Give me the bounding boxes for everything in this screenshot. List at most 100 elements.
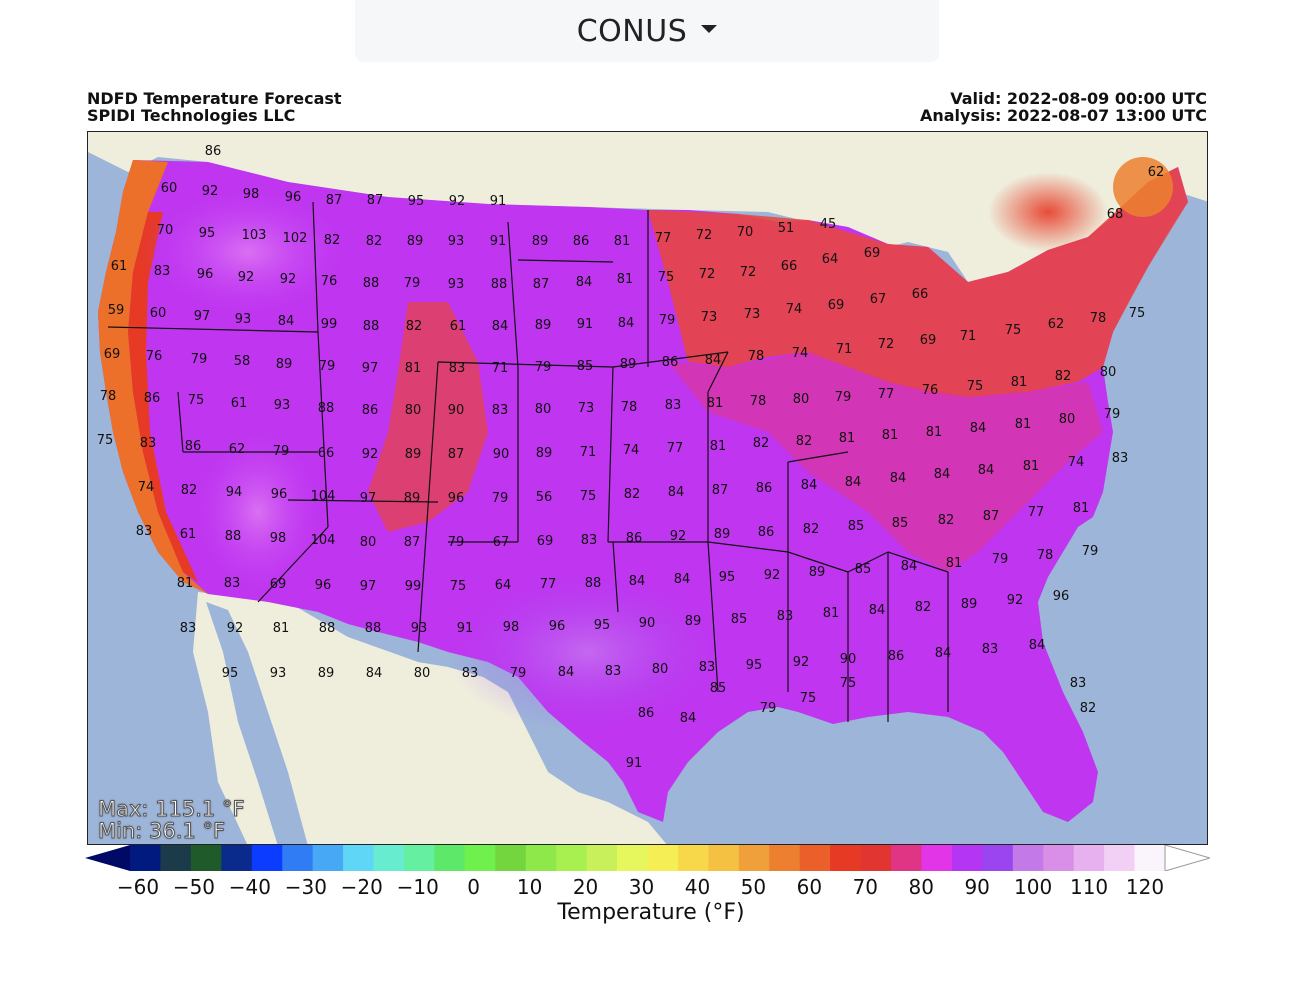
temperature-value-label: 92 [238, 270, 255, 285]
temperature-value-label: 92 [793, 655, 810, 670]
temperature-value-label: 75 [188, 393, 205, 408]
temperature-value-label: 80 [535, 402, 552, 417]
colorbar-segment [130, 845, 161, 871]
temperature-value-label: 104 [311, 489, 336, 504]
temperature-value-label: 97 [194, 309, 211, 324]
west-coast-red [128, 212, 198, 582]
temperature-value-label: 61 [111, 259, 128, 274]
temperature-value-label: 64 [822, 252, 839, 267]
temperature-value-label: 69 [537, 534, 554, 549]
temperature-map[interactable]: 86 60 92 98 96 87 87 95 92 91 70 95 103 102 82 82 89 93 91… [87, 131, 1208, 845]
temperature-value-label: 86 [638, 706, 655, 721]
temperature-value-label: 85 [848, 519, 865, 534]
temperature-value-label: 89 [405, 447, 422, 462]
colorbar-tick-label: −30 [284, 875, 327, 899]
temperature-value-label: 98 [243, 187, 260, 202]
temperature-value-label: 87 [983, 509, 1000, 524]
temperature-value-label: 91 [577, 317, 594, 332]
temperature-value-label: 72 [696, 228, 713, 243]
temperature-value-label: 66 [912, 287, 929, 302]
temperature-value-label: 74 [792, 346, 809, 361]
temperature-value-label: 86 [662, 355, 679, 370]
colorbar-segment [312, 845, 344, 871]
temperature-value-label: 58 [234, 354, 251, 369]
temperature-value-label: 88 [365, 621, 382, 636]
temperature-value-label: 84 [978, 463, 995, 478]
temperature-value-label: 86 [626, 531, 643, 546]
temperature-labels: 86 60 92 98 96 87 87 95 92 91 70 95 103 102 82 82 89 93 91… [97, 144, 1165, 771]
temperature-value-label: 71 [836, 342, 853, 357]
temperature-value-label: 73 [578, 401, 595, 416]
temperature-value-label: 59 [108, 303, 125, 318]
temperature-value-label: 80 [414, 666, 431, 681]
temperature-value-label: 68 [1107, 207, 1124, 222]
colorbar [85, 845, 1210, 871]
temperature-value-label: 60 [161, 181, 178, 196]
temperature-value-label: 89 [532, 234, 549, 249]
temperature-value-label: 78 [748, 349, 765, 364]
region-dropdown-label: CONUS [576, 13, 688, 49]
temperature-value-label: 81 [710, 439, 727, 454]
colorbar-title: Temperature (°F) [557, 900, 745, 925]
colorbar-tick-label: −40 [228, 875, 271, 899]
temperature-value-label: 94 [226, 485, 243, 500]
temperature-value-label: 72 [878, 337, 895, 352]
temperature-value-label: 86 [144, 391, 161, 406]
temperature-value-label: 96 [271, 487, 288, 502]
temperature-value-label: 99 [321, 317, 338, 332]
colorbar-tick-label: 120 [1125, 875, 1165, 899]
temperature-value-label: 87 [448, 447, 465, 462]
colorbar-segment [586, 845, 618, 871]
map-title: NDFD Temperature Forecast [87, 89, 342, 108]
temperature-value-label: 88 [319, 621, 336, 636]
temperature-value-label: 72 [740, 265, 757, 280]
northwest-hot-zone [138, 182, 358, 322]
temperature-value-label: 84 [705, 353, 722, 368]
temperature-value-label: 96 [1053, 589, 1070, 604]
temperature-value-label: 67 [493, 535, 510, 550]
temperature-value-label: 86 [362, 403, 379, 418]
temperature-value-label: 96 [315, 578, 332, 593]
map-org: SPIDI Technologies LLC [87, 106, 296, 125]
maine-orange-zone [1113, 157, 1173, 217]
temperature-value-label: 84 [618, 316, 635, 331]
canada-land [88, 132, 1207, 282]
temperature-value-label: 75 [800, 691, 817, 706]
temperature-value-label: 69 [104, 347, 121, 362]
temperature-value-label: 90 [639, 616, 656, 631]
temperature-value-label: 95 [222, 666, 239, 681]
temperature-value-label: 84 [890, 471, 907, 486]
temperature-value-label: 84 [366, 666, 383, 681]
temperature-value-label: 83 [777, 609, 794, 624]
rockies-red [368, 302, 488, 532]
temperature-value-label: 86 [573, 234, 590, 249]
temperature-value-label: 85 [577, 359, 594, 374]
temperature-value-label: 92 [227, 621, 244, 636]
temperature-value-label: 82 [915, 600, 932, 615]
temperature-value-label: 81 [926, 425, 943, 440]
temperature-value-label: 91 [490, 194, 507, 209]
colorbar-segment [617, 845, 648, 871]
temperature-value-label: 75 [658, 270, 675, 285]
temperature-value-label: 76 [146, 349, 163, 364]
colorbar-segment [190, 845, 222, 871]
temperature-value-label: 86 [888, 649, 905, 664]
temperature-value-label: 69 [920, 333, 937, 348]
temperature-value-label: 92 [764, 568, 781, 583]
temperature-value-label: 79 [191, 352, 208, 367]
temperature-value-label: 81 [707, 396, 724, 411]
temperature-value-label: 79 [448, 535, 465, 550]
temperature-value-label: 84 [845, 475, 862, 490]
temperature-value-label: 81 [273, 621, 290, 636]
colorbar-tick-label: 10 [516, 875, 543, 899]
colorbar-tick-label: −20 [340, 875, 383, 899]
temperature-value-label: 93 [448, 277, 465, 292]
temperature-value-label: 75 [1005, 323, 1022, 338]
region-dropdown[interactable]: CONUS [355, 0, 939, 62]
temperature-value-label: 75 [97, 433, 114, 448]
temperature-value-label: 83 [581, 533, 598, 548]
temperature-value-label: 81 [1015, 417, 1032, 432]
temperature-value-label: 78 [621, 400, 638, 415]
temperature-value-label: 95 [719, 570, 736, 585]
temperature-value-label: 51 [778, 221, 795, 236]
